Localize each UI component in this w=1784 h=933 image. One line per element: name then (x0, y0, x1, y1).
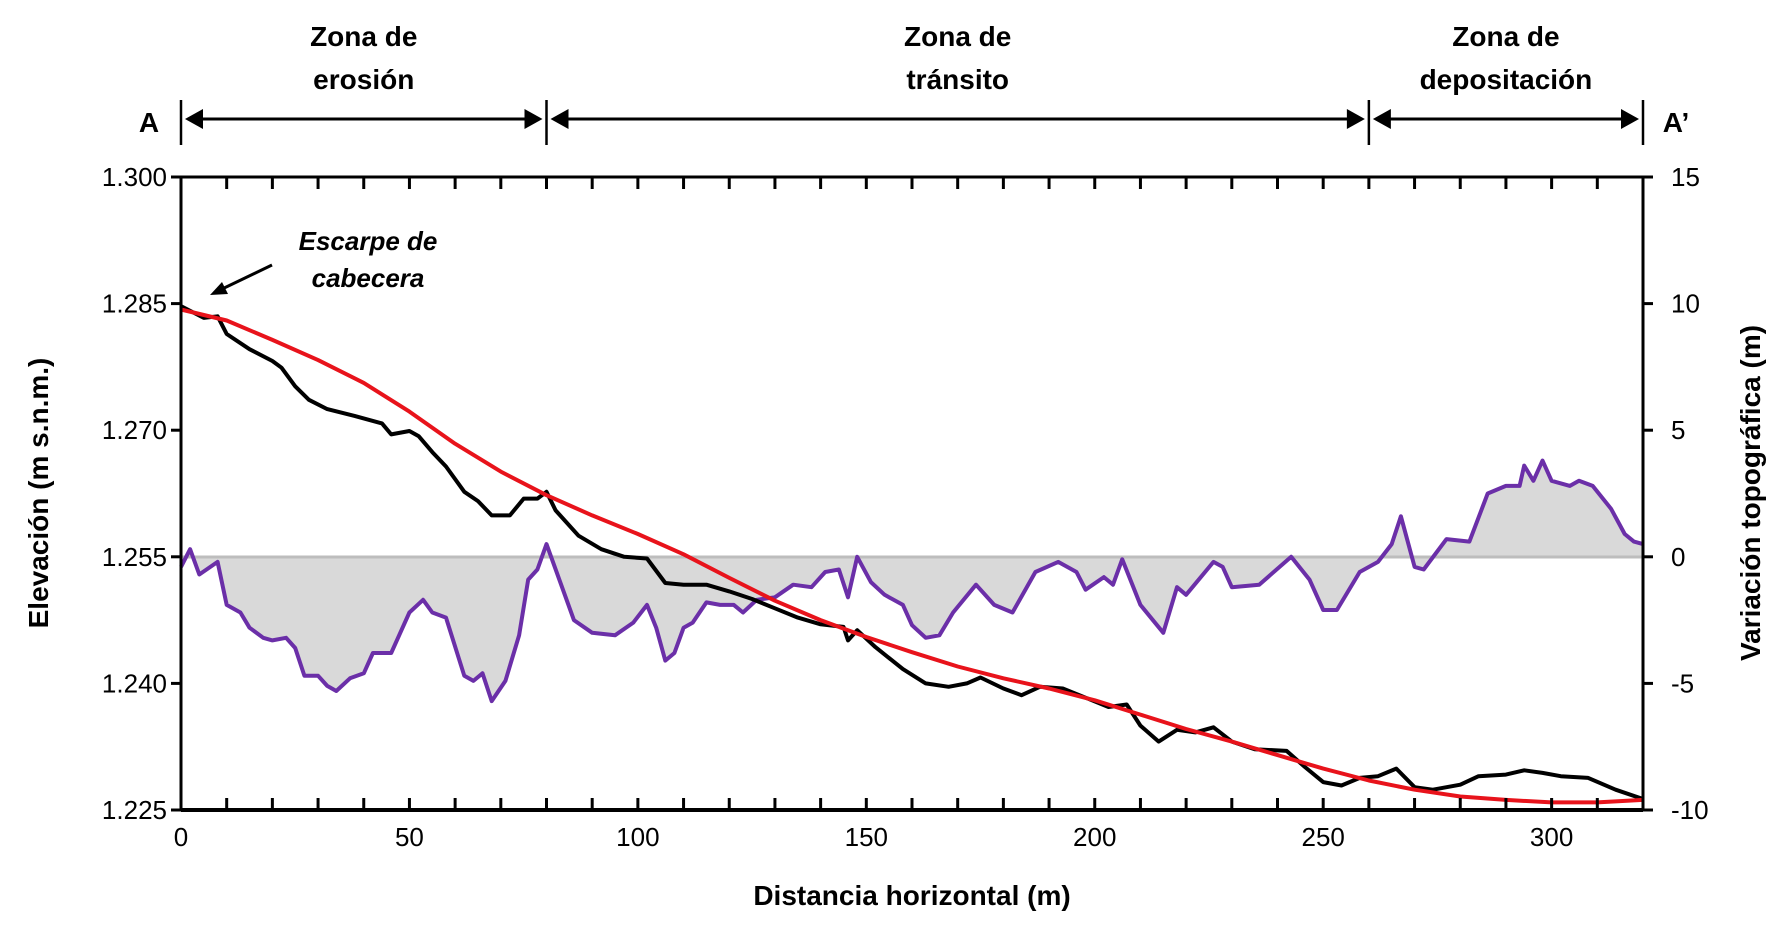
y-tick-label: 1.300 (102, 162, 167, 192)
y2-tick-label: 10 (1671, 289, 1700, 319)
y-axis-label: Elevación (m s.n.m.) (23, 358, 54, 629)
y-tick-label: 1.225 (102, 795, 167, 825)
section-end-label: A’ (1663, 107, 1689, 138)
x-tick-label: 100 (616, 822, 659, 852)
zone-label-line2: tránsito (906, 64, 1009, 95)
section-start-label: A (139, 107, 159, 138)
series-lines (179, 304, 1644, 805)
annotation-line2: cabecera (312, 263, 425, 293)
y2-tick-label: -5 (1671, 668, 1694, 698)
zone-label-line1: Zona de (310, 21, 417, 52)
x-tick-label: 250 (1301, 822, 1344, 852)
zone-arrow-right-head (524, 109, 543, 129)
y2-tick-label: 15 (1671, 162, 1700, 192)
y2-tick-label: 0 (1671, 542, 1685, 572)
y-tick-label: 1.240 (102, 668, 167, 698)
annotation-line1: Escarpe de (299, 226, 438, 256)
current-profile-line (180, 304, 1644, 801)
zone-arrow-right-head (1346, 109, 1365, 129)
zone-label-line2: erosión (313, 64, 414, 95)
zone-label-line1: Zona de (1452, 21, 1559, 52)
zone-label-line1: Zona de (904, 21, 1011, 52)
topographic-variation-area (181, 460, 1643, 702)
zone-arrow-left-head (550, 109, 569, 129)
zone-label-line2: depositación (1420, 64, 1593, 95)
smoothed-profile-line (180, 307, 1644, 805)
x-tick-label: 0 (174, 822, 188, 852)
x-tick-label: 150 (845, 822, 888, 852)
y-tick-label: 1.255 (102, 542, 167, 572)
zone-header: Zona de erosión Zona de tránsito Zona de depo… (179, 21, 1645, 145)
annotation-arrow (210, 263, 273, 295)
topographic-variation-fill (181, 460, 1643, 702)
axes: 0 50 100 150 200 250 3001.2251.2401.2551.2701.… (102, 162, 1709, 852)
x-tick-label: 200 (1073, 822, 1116, 852)
y-tick-label: 1.270 (102, 415, 167, 445)
zone-arrow-left-head (185, 109, 203, 129)
x-axis-label: Distancia horizontal (m) (753, 880, 1070, 911)
x-tick-label: 300 (1530, 822, 1573, 852)
zone-arrow-right-head (1621, 109, 1639, 129)
zone-arrow-left-head (1372, 109, 1391, 129)
y2-axis-label: Variación topográfica (m) (1735, 325, 1766, 661)
y-tick-label: 1.285 (102, 289, 167, 319)
y2-tick-label: -10 (1671, 795, 1709, 825)
topographic-variation-line (179, 458, 1644, 704)
x-tick-label: 50 (395, 822, 424, 852)
y2-tick-label: 5 (1671, 415, 1685, 445)
